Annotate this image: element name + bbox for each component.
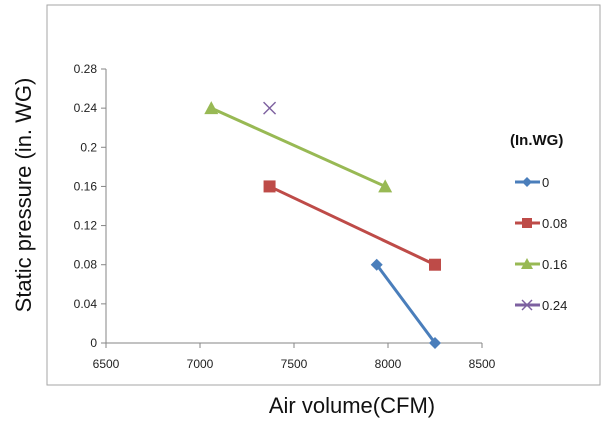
- legend-marker: [522, 177, 532, 187]
- legend-item-0.16: 0.16: [515, 257, 567, 272]
- legend-marker: [521, 299, 533, 311]
- data-point: [263, 101, 277, 115]
- legend-label: 0.24: [542, 298, 567, 313]
- y-tick-label: 0.04: [74, 297, 98, 311]
- legend-label: 0.08: [542, 216, 567, 231]
- data-point: [263, 180, 276, 193]
- data-point: [429, 258, 441, 271]
- data-point: [204, 101, 219, 115]
- y-tick-labels: 0 0.04 0.08 0.12 0.16 0.2 0.24 0.28: [74, 62, 98, 350]
- legend-marker: [522, 218, 532, 228]
- legend-label: 0: [542, 175, 549, 190]
- legend-item-0: 0: [515, 175, 549, 190]
- legend-item-0.08: 0.08: [515, 216, 567, 231]
- x-tick-label: 8000: [375, 357, 402, 371]
- plot-axes: [101, 68, 483, 348]
- x-axis-title: Air volume(CFM): [269, 393, 435, 418]
- x-tick-labels: 6500 7000 7500 8000 8500: [93, 357, 496, 371]
- series-0: [370, 258, 441, 349]
- series-line: [210, 106, 386, 188]
- legend-item-0.24: 0.24: [515, 298, 567, 313]
- x-tick-label: 6500: [93, 357, 120, 371]
- series-0.08: [263, 180, 441, 271]
- legend-title: (In.WG): [510, 132, 563, 149]
- x-tick-label: 7000: [187, 357, 214, 371]
- y-tick-label: 0.28: [74, 62, 98, 76]
- data-point: [429, 337, 441, 349]
- y-tick-label: 0.2: [80, 140, 97, 154]
- data-point: [378, 179, 393, 193]
- legend-marker: [521, 258, 533, 269]
- series-0.16: [204, 101, 393, 193]
- legend-label: 0.16: [542, 257, 567, 272]
- y-tick-label: 0.24: [74, 101, 98, 115]
- series-layer: [204, 101, 441, 349]
- x-tick-label: 7500: [281, 357, 308, 371]
- y-tick-label: 0.16: [74, 179, 98, 193]
- series-line: [375, 263, 437, 344]
- y-tick-label: 0.12: [74, 219, 98, 233]
- x-tick-label: 8500: [469, 357, 496, 371]
- marker-stroke: [263, 101, 277, 115]
- series-0.24: [263, 101, 277, 115]
- data-point: [370, 258, 383, 271]
- marker-stroke: [521, 299, 533, 311]
- y-axis-title: Static pressure (in. WG): [11, 78, 36, 313]
- y-tick-label: 0: [90, 336, 97, 350]
- chart-frame: [46, 4, 601, 386]
- series-line: [268, 185, 436, 267]
- y-tick-label: 0.08: [74, 258, 98, 272]
- legend: (In.WG) 0 0.08 0.16 0.24: [510, 132, 567, 313]
